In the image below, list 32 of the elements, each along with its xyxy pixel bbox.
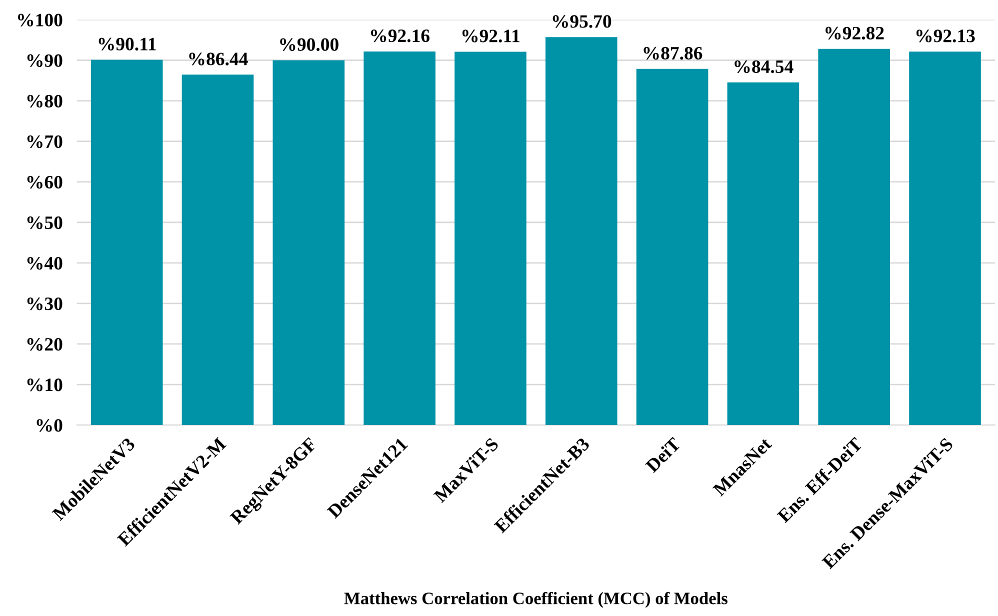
y-tick-label: %60 [27, 176, 62, 189]
data-label: %87.86 [644, 46, 702, 60]
data-label: %90.00 [280, 38, 338, 51]
y-tick-label: %20 [27, 338, 62, 351]
bar [454, 52, 526, 426]
y-tick-label: %100 [18, 14, 62, 26]
data-label: %86.44 [189, 52, 248, 66]
y-tick-label: %40 [27, 256, 62, 270]
data-label: %92.82 [826, 26, 884, 40]
bar [727, 82, 800, 426]
bar [909, 52, 981, 426]
y-tick-label: %0 [36, 419, 62, 432]
x-axis-title: Matthews Correlation Coefficient (MCC) of Models [344, 592, 728, 608]
bar [182, 74, 254, 426]
data-label: %95.70 [552, 15, 612, 28]
y-tick-label: %50 [27, 216, 62, 230]
data-label: %92.13 [916, 30, 975, 42]
data-label: %92.11 [462, 30, 520, 42]
data-label: %90.11 [98, 38, 156, 51]
bar [272, 60, 345, 426]
bar [90, 60, 163, 426]
y-tick-label: %10 [27, 378, 62, 392]
y-tick-label: %90 [27, 54, 62, 67]
y-tick-label: %30 [27, 297, 62, 310]
data-label: %84.54 [734, 60, 794, 74]
bar [364, 51, 436, 426]
bar [818, 48, 890, 426]
data-label: %92.16 [371, 29, 430, 42]
bar [545, 37, 618, 426]
y-tick-label: %70 [27, 135, 62, 148]
y-tick-label: %80 [27, 94, 62, 108]
bar [636, 68, 708, 426]
